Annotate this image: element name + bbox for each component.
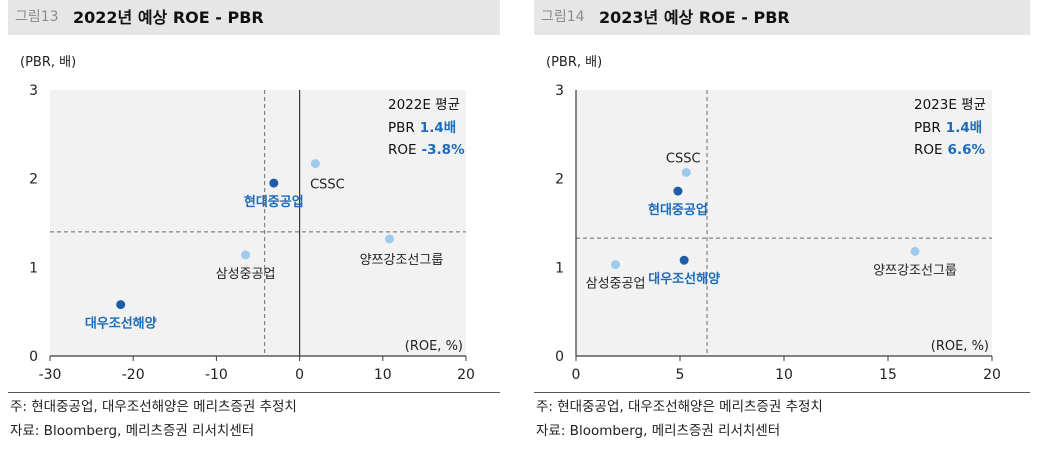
x-axis-title: (ROE, %) bbox=[931, 339, 989, 354]
highlighted-data-point bbox=[269, 178, 279, 188]
average-roe-row: ROE 6.6% bbox=[914, 142, 985, 158]
figure-header: 그림14 2023년 예상 ROE - PBR bbox=[534, 0, 1030, 35]
average-pbr-row: PBR 1.4배 bbox=[914, 120, 982, 136]
figure-title: 2022년 예상 ROE - PBR bbox=[73, 8, 264, 27]
figure-note: 주: 현대중공업, 대우조선해양은 메리츠증권 추정치 bbox=[536, 399, 823, 415]
figure-source: 자료: Bloomberg, 메리츠증권 리서치센터 bbox=[10, 423, 255, 439]
x-tick-label: 0 bbox=[572, 367, 581, 383]
y-tick-label: 0 bbox=[29, 349, 38, 365]
x-tick-label: 5 bbox=[676, 367, 685, 383]
roe-pbr-scatter-chart: -30 -20 -10 0 10 20 0 1 2 3 (PBR, 배) (ROE, %) CSSC 현대… bbox=[20, 55, 475, 383]
data-point-label: CSSC bbox=[666, 151, 701, 166]
figure-source: 자료: Bloomberg, 메리츠증권 리서치센터 bbox=[536, 423, 781, 439]
divider bbox=[8, 392, 500, 393]
data-point bbox=[241, 250, 251, 260]
highlighted-data-point bbox=[116, 300, 126, 310]
average-pbr-label: PBR bbox=[388, 120, 415, 136]
x-axis-title: (ROE, %) bbox=[405, 339, 463, 354]
data-point-label: 삼성중공업 bbox=[216, 267, 276, 282]
data-point-label: 양쯔강조선그룹 bbox=[873, 263, 957, 278]
data-point bbox=[310, 159, 320, 169]
data-point-label: 삼성중공업 bbox=[586, 277, 646, 292]
highlighted-data-point bbox=[679, 255, 689, 265]
figure-panel-2022: 그림13 2022년 예상 ROE - PBR -30 -20 -10 0 10 20 0 1… bbox=[8, 0, 500, 452]
y-tick-label: 2 bbox=[29, 172, 38, 188]
x-tick-label: 10 bbox=[374, 367, 392, 383]
y-tick-label: 0 bbox=[555, 349, 564, 365]
plot-area bbox=[50, 90, 466, 356]
average-pbr-value: 1.4배 bbox=[420, 120, 456, 136]
x-tick-label: -10 bbox=[205, 367, 228, 383]
y-tick-label: 3 bbox=[29, 83, 38, 99]
average-pbr-value: 1.4배 bbox=[946, 120, 982, 136]
y-axis-title: (PBR, 배) bbox=[546, 55, 602, 70]
plot-area bbox=[576, 90, 992, 356]
highlighted-data-point bbox=[673, 186, 683, 196]
figure-number: 그림13 bbox=[15, 9, 59, 25]
data-point bbox=[681, 167, 691, 177]
roe-pbr-scatter-chart: 0 5 10 15 20 0 1 2 3 (PBR, 배) (ROE, %) CSSC 현대중공업대우조… bbox=[546, 55, 1001, 383]
data-point-label: 대우조선해양 bbox=[648, 271, 720, 287]
x-tick-label: -20 bbox=[122, 367, 145, 383]
y-axis-title: (PBR, 배) bbox=[20, 55, 76, 70]
y-tick-label: 1 bbox=[29, 260, 38, 276]
data-point bbox=[611, 260, 621, 270]
average-roe-value: 6.6% bbox=[948, 142, 986, 158]
data-point-label: 현대중공업 bbox=[244, 194, 304, 210]
x-tick-label: 20 bbox=[457, 367, 475, 383]
figure-title: 2023년 예상 ROE - PBR bbox=[599, 8, 790, 27]
divider bbox=[534, 392, 1030, 393]
data-point bbox=[910, 246, 920, 256]
average-pbr-row: PBR 1.4배 bbox=[388, 120, 456, 136]
data-point-label: 양쯔강조선그룹 bbox=[360, 253, 444, 268]
data-point-label: 대우조선해양 bbox=[85, 316, 157, 332]
x-tick-label: 10 bbox=[775, 367, 793, 383]
average-box-heading: 2023E 평균 bbox=[914, 97, 986, 113]
x-tick-label: 0 bbox=[295, 367, 304, 383]
x-tick-label: 20 bbox=[983, 367, 1001, 383]
average-pbr-label: PBR bbox=[914, 120, 941, 136]
figure-number: 그림14 bbox=[541, 9, 585, 25]
average-roe-label: ROE bbox=[388, 142, 417, 158]
figure-note: 주: 현대중공업, 대우조선해양은 메리츠증권 추정치 bbox=[10, 399, 297, 415]
data-point-label: 현대중공업 bbox=[648, 202, 708, 218]
figure-header: 그림13 2022년 예상 ROE - PBR bbox=[8, 0, 500, 35]
y-tick-label: 2 bbox=[555, 172, 564, 188]
figure-panel-2023: 그림14 2023년 예상 ROE - PBR 0 5 10 15 20 0 1 2 3 (PBR… bbox=[534, 0, 1030, 452]
average-roe-row: ROE -3.8% bbox=[388, 142, 465, 158]
y-tick-label: 3 bbox=[555, 83, 564, 99]
x-tick-label: -30 bbox=[39, 367, 62, 383]
data-point-label: CSSC bbox=[310, 178, 345, 193]
average-box-heading: 2022E 평균 bbox=[388, 97, 460, 113]
average-roe-label: ROE bbox=[914, 142, 943, 158]
x-tick-label: 15 bbox=[879, 367, 897, 383]
data-point bbox=[384, 234, 394, 244]
y-tick-label: 1 bbox=[555, 260, 564, 276]
average-roe-value: -3.8% bbox=[422, 142, 466, 158]
